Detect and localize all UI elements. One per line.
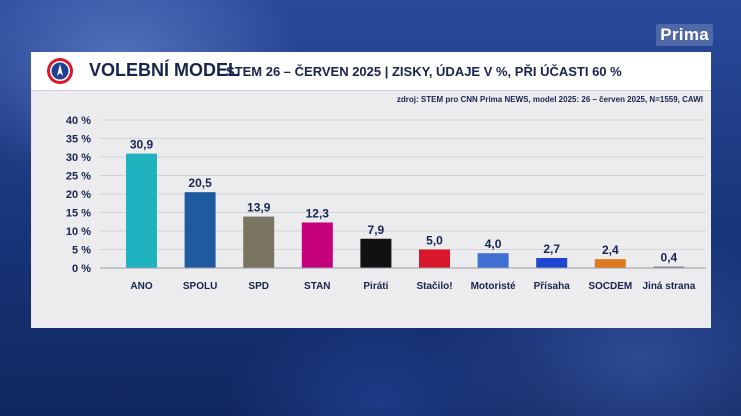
category-label: SOCDEM <box>588 281 632 292</box>
bar-value-label: 2,4 <box>602 243 619 257</box>
y-tick-label: 20 % <box>66 189 91 201</box>
category-label: STAN <box>304 281 330 292</box>
y-tick-label: 25 % <box>66 171 91 183</box>
bar <box>536 258 568 268</box>
page-title: VOLEBNÍ MODEL <box>89 60 240 80</box>
category-label: Stačilo! <box>416 281 452 292</box>
bar <box>360 238 392 268</box>
category-label: ANO <box>130 281 152 292</box>
bar-value-label: 0,4 <box>661 251 678 265</box>
category-label: Motoristé <box>471 281 516 292</box>
category-label: Piráti <box>363 281 388 292</box>
bar <box>184 192 216 268</box>
page-subtitle: STEM 26 – ČERVEN 2025 | ZISKY, ÚDAJE V %… <box>226 64 622 79</box>
y-tick-label: 30 % <box>66 152 91 164</box>
y-tick-label: 15 % <box>66 208 91 220</box>
bar-value-label: 12,3 <box>306 206 330 220</box>
header-bar: VOLEBNÍ MODEL STEM 26 – ČERVEN 2025 | ZI… <box>31 52 711 91</box>
category-label: Jiná strana <box>642 281 695 292</box>
bar-value-label: 20,5 <box>188 176 212 190</box>
bar-value-label: 5,0 <box>426 234 443 248</box>
bar-value-label: 4,0 <box>485 237 502 251</box>
chart-panel: VOLEBNÍ MODEL STEM 26 – ČERVEN 2025 | ZI… <box>31 52 711 328</box>
y-tick-label: 5 % <box>72 245 91 257</box>
bar-chart: 0 % 5 % 10 % 15 % 20 % 25 % 30 % 35 % 40 % 30,9 AN… <box>66 115 706 292</box>
category-label: SPOLU <box>183 281 217 292</box>
bar <box>653 266 685 268</box>
bar-value-label: 7,9 <box>368 223 385 237</box>
bar-value-label: 30,9 <box>130 138 154 152</box>
y-tick-label: 35 % <box>66 134 91 146</box>
y-tick-label: 10 % <box>66 226 91 238</box>
y-tick-label: 0 % <box>72 263 91 275</box>
bar <box>301 222 333 268</box>
compass-icon <box>47 58 73 84</box>
bar <box>243 216 275 268</box>
bar <box>477 253 509 268</box>
bar-value-label: 2,7 <box>543 242 560 256</box>
category-label: SPD <box>248 281 269 292</box>
bar <box>594 259 626 268</box>
category-label: Přísaha <box>534 281 571 292</box>
y-tick-label: 40 % <box>66 115 91 127</box>
source-note: zdroj: STEM pro CNN Prima NEWS, model 20… <box>396 95 703 104</box>
bar <box>419 249 450 268</box>
bar-value-label: 13,9 <box>247 201 271 215</box>
bar <box>126 153 157 268</box>
prima-logo: Prima <box>656 24 713 46</box>
